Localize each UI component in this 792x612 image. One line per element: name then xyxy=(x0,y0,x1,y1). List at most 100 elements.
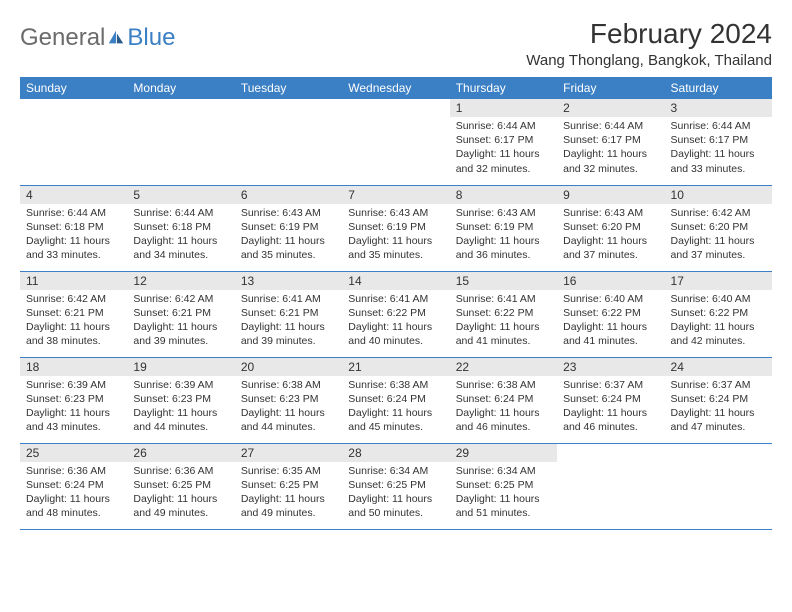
calendar-day-cell: 2Sunrise: 6:44 AMSunset: 6:17 PMDaylight… xyxy=(557,99,664,185)
day-number: 14 xyxy=(342,272,449,290)
calendar-day-cell: 9Sunrise: 6:43 AMSunset: 6:20 PMDaylight… xyxy=(557,185,664,271)
sunrise-text: Sunrise: 6:34 AM xyxy=(348,464,443,478)
sunrise-text: Sunrise: 6:39 AM xyxy=(26,378,121,392)
sunset-text: Sunset: 6:23 PM xyxy=(26,392,121,406)
sunrise-text: Sunrise: 6:40 AM xyxy=(671,292,766,306)
title-block: February 2024 Wang Thonglang, Bangkok, T… xyxy=(526,18,772,69)
day-details: Sunrise: 6:43 AMSunset: 6:19 PMDaylight:… xyxy=(342,204,449,267)
calendar-day-cell xyxy=(20,99,127,185)
sunset-text: Sunset: 6:25 PM xyxy=(133,478,228,492)
calendar-week-row: 18Sunrise: 6:39 AMSunset: 6:23 PMDayligh… xyxy=(20,357,772,443)
calendar-day-cell: 24Sunrise: 6:37 AMSunset: 6:24 PMDayligh… xyxy=(665,357,772,443)
weekday-header: Thursday xyxy=(450,77,557,99)
sunrise-text: Sunrise: 6:44 AM xyxy=(133,206,228,220)
daylight-text: Daylight: 11 hours and 44 minutes. xyxy=(241,406,336,434)
daylight-text: Daylight: 11 hours and 48 minutes. xyxy=(26,492,121,520)
sunrise-text: Sunrise: 6:44 AM xyxy=(456,119,551,133)
daylight-text: Daylight: 11 hours and 36 minutes. xyxy=(456,234,551,262)
sunrise-text: Sunrise: 6:38 AM xyxy=(456,378,551,392)
page-header: General Blue February 2024 Wang Thonglan… xyxy=(20,18,772,69)
day-number: 4 xyxy=(20,186,127,204)
calendar-week-row: 1Sunrise: 6:44 AMSunset: 6:17 PMDaylight… xyxy=(20,99,772,185)
weekday-header: Friday xyxy=(557,77,664,99)
sunset-text: Sunset: 6:24 PM xyxy=(563,392,658,406)
calendar-week-row: 4Sunrise: 6:44 AMSunset: 6:18 PMDaylight… xyxy=(20,185,772,271)
day-details: Sunrise: 6:42 AMSunset: 6:20 PMDaylight:… xyxy=(665,204,772,267)
day-details: Sunrise: 6:41 AMSunset: 6:22 PMDaylight:… xyxy=(450,290,557,353)
daylight-text: Daylight: 11 hours and 44 minutes. xyxy=(133,406,228,434)
daylight-text: Daylight: 11 hours and 35 minutes. xyxy=(241,234,336,262)
calendar-header-row: SundayMondayTuesdayWednesdayThursdayFrid… xyxy=(20,77,772,99)
sunset-text: Sunset: 6:17 PM xyxy=(456,133,551,147)
sunset-text: Sunset: 6:21 PM xyxy=(133,306,228,320)
calendar-day-cell: 14Sunrise: 6:41 AMSunset: 6:22 PMDayligh… xyxy=(342,271,449,357)
sunrise-text: Sunrise: 6:44 AM xyxy=(671,119,766,133)
sunset-text: Sunset: 6:22 PM xyxy=(671,306,766,320)
sunset-text: Sunset: 6:17 PM xyxy=(563,133,658,147)
day-number: 23 xyxy=(557,358,664,376)
sunrise-text: Sunrise: 6:44 AM xyxy=(26,206,121,220)
calendar-day-cell: 28Sunrise: 6:34 AMSunset: 6:25 PMDayligh… xyxy=(342,443,449,529)
daylight-text: Daylight: 11 hours and 46 minutes. xyxy=(563,406,658,434)
day-number: 18 xyxy=(20,358,127,376)
calendar-day-cell: 11Sunrise: 6:42 AMSunset: 6:21 PMDayligh… xyxy=(20,271,127,357)
calendar-day-cell: 4Sunrise: 6:44 AMSunset: 6:18 PMDaylight… xyxy=(20,185,127,271)
calendar-week-row: 25Sunrise: 6:36 AMSunset: 6:24 PMDayligh… xyxy=(20,443,772,529)
calendar-day-cell: 18Sunrise: 6:39 AMSunset: 6:23 PMDayligh… xyxy=(20,357,127,443)
day-number: 22 xyxy=(450,358,557,376)
calendar-body: 1Sunrise: 6:44 AMSunset: 6:17 PMDaylight… xyxy=(20,99,772,529)
sunset-text: Sunset: 6:20 PM xyxy=(671,220,766,234)
day-number: 19 xyxy=(127,358,234,376)
daylight-text: Daylight: 11 hours and 39 minutes. xyxy=(133,320,228,348)
day-number: 9 xyxy=(557,186,664,204)
sail-icon xyxy=(107,29,125,47)
sunset-text: Sunset: 6:21 PM xyxy=(241,306,336,320)
daylight-text: Daylight: 11 hours and 32 minutes. xyxy=(563,147,658,175)
calendar-day-cell: 26Sunrise: 6:36 AMSunset: 6:25 PMDayligh… xyxy=(127,443,234,529)
calendar-week-row: 11Sunrise: 6:42 AMSunset: 6:21 PMDayligh… xyxy=(20,271,772,357)
sunset-text: Sunset: 6:21 PM xyxy=(26,306,121,320)
sunset-text: Sunset: 6:23 PM xyxy=(133,392,228,406)
weekday-header: Tuesday xyxy=(235,77,342,99)
brand-logo: General Blue xyxy=(20,24,175,52)
sunrise-text: Sunrise: 6:44 AM xyxy=(563,119,658,133)
sunset-text: Sunset: 6:19 PM xyxy=(348,220,443,234)
sunset-text: Sunset: 6:23 PM xyxy=(241,392,336,406)
sunrise-text: Sunrise: 6:35 AM xyxy=(241,464,336,478)
sunrise-text: Sunrise: 6:41 AM xyxy=(456,292,551,306)
day-number: 10 xyxy=(665,186,772,204)
day-details: Sunrise: 6:38 AMSunset: 6:24 PMDaylight:… xyxy=(450,376,557,439)
daylight-text: Daylight: 11 hours and 47 minutes. xyxy=(671,406,766,434)
calendar-day-cell xyxy=(127,99,234,185)
calendar-day-cell xyxy=(557,443,664,529)
day-details: Sunrise: 6:44 AMSunset: 6:18 PMDaylight:… xyxy=(127,204,234,267)
calendar-day-cell: 16Sunrise: 6:40 AMSunset: 6:22 PMDayligh… xyxy=(557,271,664,357)
sunset-text: Sunset: 6:18 PM xyxy=(133,220,228,234)
month-title: February 2024 xyxy=(526,18,772,50)
calendar-day-cell: 17Sunrise: 6:40 AMSunset: 6:22 PMDayligh… xyxy=(665,271,772,357)
day-number: 24 xyxy=(665,358,772,376)
day-number: 17 xyxy=(665,272,772,290)
sunset-text: Sunset: 6:20 PM xyxy=(563,220,658,234)
day-number: 26 xyxy=(127,444,234,462)
day-number: 12 xyxy=(127,272,234,290)
weekday-header: Wednesday xyxy=(342,77,449,99)
sunrise-text: Sunrise: 6:37 AM xyxy=(563,378,658,392)
day-number: 13 xyxy=(235,272,342,290)
calendar-day-cell: 29Sunrise: 6:34 AMSunset: 6:25 PMDayligh… xyxy=(450,443,557,529)
calendar-day-cell xyxy=(665,443,772,529)
sunrise-text: Sunrise: 6:37 AM xyxy=(671,378,766,392)
sunset-text: Sunset: 6:24 PM xyxy=(348,392,443,406)
daylight-text: Daylight: 11 hours and 32 minutes. xyxy=(456,147,551,175)
weekday-header: Saturday xyxy=(665,77,772,99)
daylight-text: Daylight: 11 hours and 46 minutes. xyxy=(456,406,551,434)
day-details: Sunrise: 6:41 AMSunset: 6:21 PMDaylight:… xyxy=(235,290,342,353)
daylight-text: Daylight: 11 hours and 50 minutes. xyxy=(348,492,443,520)
day-number: 6 xyxy=(235,186,342,204)
sunset-text: Sunset: 6:25 PM xyxy=(456,478,551,492)
sunrise-text: Sunrise: 6:42 AM xyxy=(26,292,121,306)
brand-part1: General xyxy=(20,24,105,52)
day-details: Sunrise: 6:44 AMSunset: 6:17 PMDaylight:… xyxy=(450,117,557,180)
sunrise-text: Sunrise: 6:41 AM xyxy=(348,292,443,306)
sunrise-text: Sunrise: 6:41 AM xyxy=(241,292,336,306)
